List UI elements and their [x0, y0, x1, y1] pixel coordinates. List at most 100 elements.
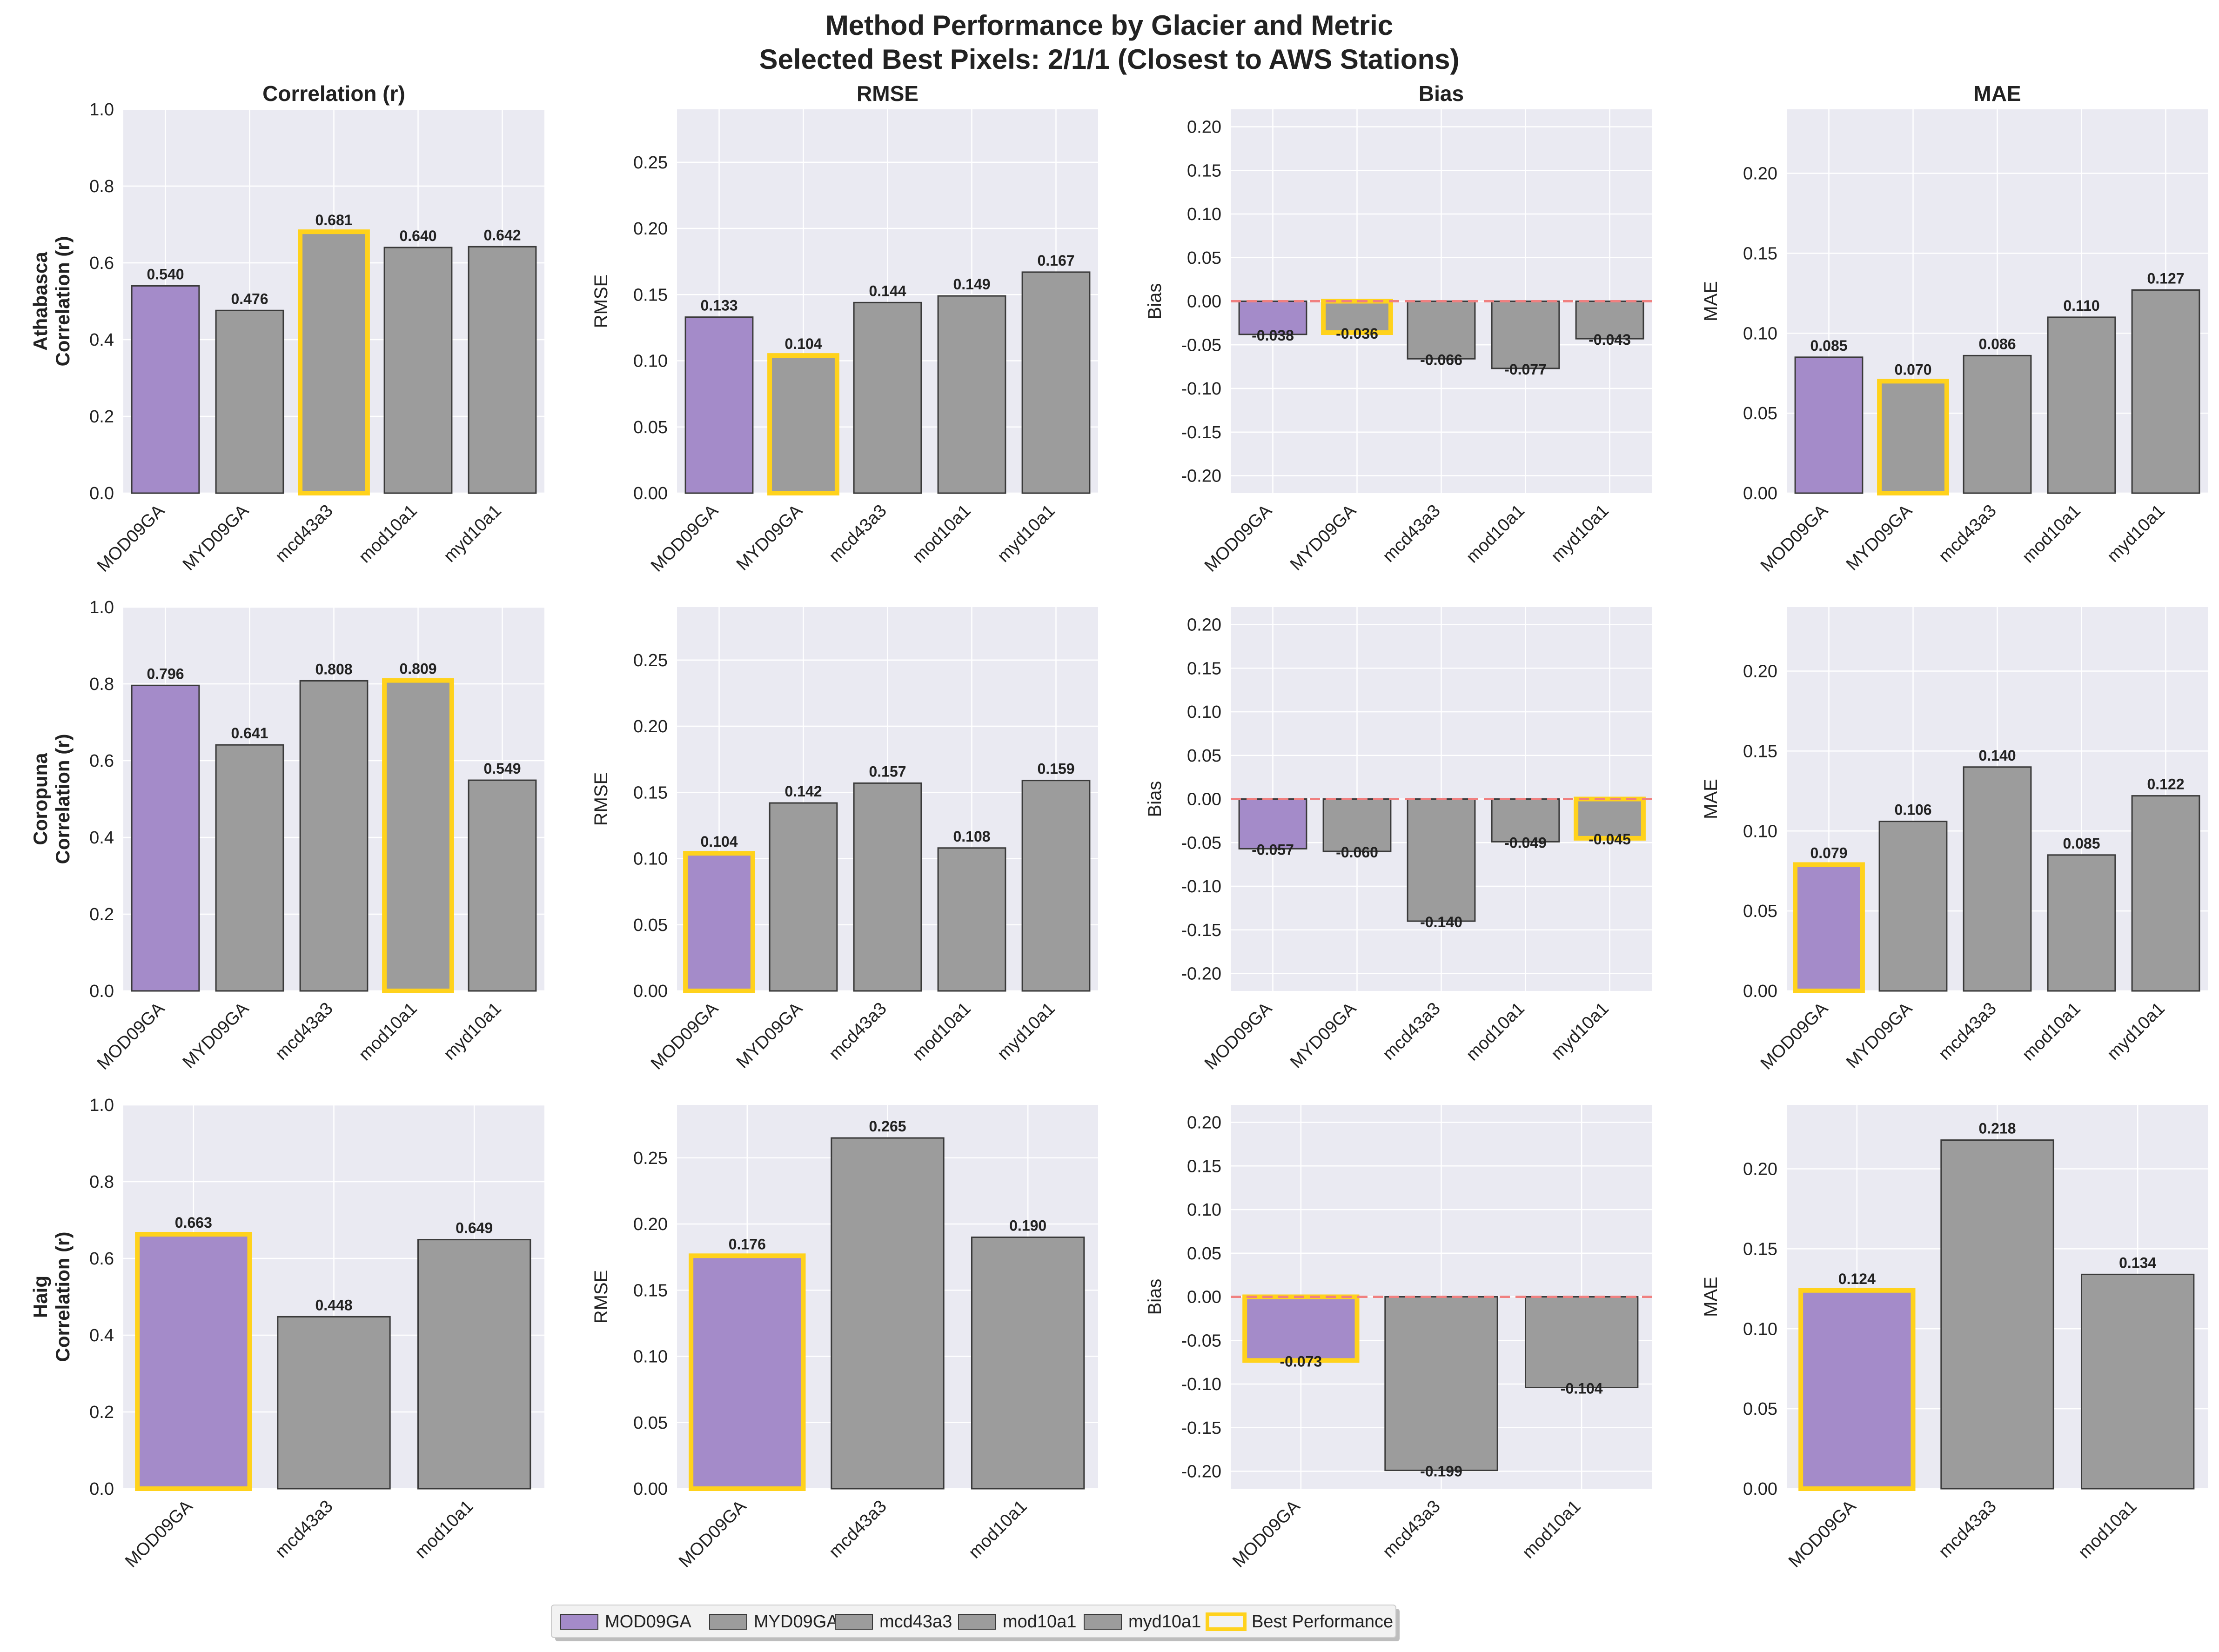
panel-r1c2-ytick-2: -0.10 — [1181, 877, 1221, 896]
panel-r1c3-ytick-3: 0.15 — [1743, 742, 1777, 761]
panel-r2c2-ytick-5: 0.05 — [1187, 1244, 1221, 1264]
panel-r1c1-ytick-5: 0.25 — [633, 651, 668, 670]
panel-r2c2-ytick-7: 0.15 — [1187, 1157, 1221, 1176]
panel-r1c3-value-label-mcd43a3: 0.140 — [1978, 747, 2016, 764]
panel-r2c1-ytick-5: 0.25 — [633, 1149, 668, 1168]
panel-r1c1-value-label-mcd43a3: 0.157 — [869, 763, 906, 780]
panel-r2c0-ytick-1: 0.2 — [89, 1403, 114, 1422]
panel-r2c2-value-label-mcd43a3: -0.199 — [1420, 1463, 1462, 1480]
panel-r1c1-value-label-myd10a1: 0.159 — [1037, 761, 1074, 777]
panel-r0c3-ytick-4: 0.20 — [1743, 164, 1777, 184]
panel-r2c2-value-label-MOD09GA: -0.073 — [1280, 1353, 1322, 1370]
panel-r1c2-ytick-0: -0.20 — [1181, 964, 1221, 984]
panel-r0c3-value-label-myd10a1: 0.127 — [2147, 270, 2184, 287]
panel-r2c3-ytick-3: 0.15 — [1743, 1239, 1777, 1259]
panel-r1c1-value-label-MYD09GA: 0.142 — [784, 783, 822, 800]
panel-r0c1-title: RMSE — [857, 81, 918, 106]
panel-r0c2-bar-mod10a1 — [1491, 301, 1560, 369]
panel-r2c3-ytick-1: 0.05 — [1743, 1399, 1777, 1419]
panel-r0c0-ytick-5: 1.0 — [89, 100, 114, 120]
panel-r0c0-ytick-4: 0.8 — [89, 177, 114, 196]
panel-r0c0-value-label-mcd43a3: 0.681 — [315, 212, 352, 228]
panel-r0c0-bar-myd10a1 — [468, 246, 537, 494]
figure-title-line2: Selected Best Pixels: 2/1/1 (Closest to … — [759, 44, 1460, 75]
panel-r0c2-value-label-mod10a1: -0.077 — [1504, 361, 1547, 378]
panel-r1c0-ytick-3: 0.6 — [89, 751, 114, 771]
panel-r1c3-bar-mcd43a3 — [1963, 766, 2032, 992]
panel-r0c0-ylabel-line-1: Correlation (r) — [52, 236, 74, 366]
panel-r1c2-bar-mod10a1 — [1491, 798, 1560, 843]
panel-r1c1-ytick-4: 0.20 — [633, 717, 668, 736]
panel-r0c3-ylabel: MAE — [1701, 281, 1721, 321]
panel-r0c1-ytick-2: 0.10 — [633, 352, 668, 371]
panel-r1c2-ytick-8: 0.20 — [1187, 615, 1221, 635]
panel-r2c3-bar-mcd43a3 — [1940, 1139, 2054, 1490]
panel-r0c1-ylabel-line-0: RMSE — [591, 274, 611, 328]
panel-r0c3-value-label-MOD09GA: 0.085 — [1810, 337, 1847, 354]
panel-r0c3-value-label-mcd43a3: 0.086 — [1978, 335, 2016, 352]
panel-r2c2-bar-MOD09GA — [1242, 1294, 1360, 1363]
panel-r2c0-ytick-3: 0.6 — [89, 1249, 114, 1269]
panel-r0c1-bar-MYD09GA — [767, 353, 839, 495]
panel-r0c0-bar-MYD09GA — [215, 309, 284, 494]
panel-r1c3-value-label-myd10a1: 0.122 — [2147, 776, 2184, 793]
panel-r1c1-ytick-0: 0.00 — [633, 982, 668, 1001]
panel-r2c2-ytick-6: 0.10 — [1187, 1200, 1221, 1220]
panel-r0c1-value-label-MOD09GA: 0.133 — [700, 297, 737, 314]
panel-r2c0-value-label-MOD09GA: 0.663 — [175, 1214, 212, 1231]
panel-r2c1-value-label-MOD09GA: 0.176 — [729, 1236, 766, 1252]
panel-r2c1-ytick-0: 0.00 — [633, 1479, 668, 1499]
panel-r1c0-bar-MOD09GA — [131, 684, 200, 992]
panel-r2c1-ytick-4: 0.20 — [633, 1215, 668, 1234]
panel-r0c1-value-label-mod10a1: 0.149 — [953, 276, 990, 293]
panel-r2c1-ytick-2: 0.10 — [633, 1347, 668, 1367]
panel-r1c3-ytick-0: 0.00 — [1743, 982, 1777, 1001]
panel-r2c0-ytick-0: 0.0 — [89, 1479, 114, 1499]
panel-r1c1-ytick-3: 0.15 — [633, 783, 668, 803]
panel-r1c1-ylabel: RMSE — [591, 772, 611, 826]
panel-r1c1-bar-MOD09GA — [683, 851, 755, 993]
panel-r1c2-bar-myd10a1 — [1574, 796, 1646, 841]
panel-r0c2-bar-MOD09GA — [1238, 301, 1307, 335]
panel-r1c0-bar-mod10a1 — [382, 678, 454, 993]
panel-r0c2-ytick-3: -0.05 — [1181, 335, 1221, 355]
legend-label-1: MYD09GA — [754, 1612, 838, 1632]
panel-r1c3-value-label-MOD09GA: 0.079 — [1810, 844, 1847, 861]
panel-r0c0-ytick-2: 0.4 — [89, 330, 114, 350]
legend-swatch-2 — [835, 1614, 873, 1630]
panel-r0c3-ytick-3: 0.15 — [1743, 244, 1777, 263]
legend-label-2: mcd43a3 — [879, 1612, 952, 1632]
panel-r1c0-ytick-2: 0.4 — [89, 828, 114, 848]
panel-r1c0-value-label-mod10a1: 0.809 — [399, 661, 436, 677]
panel-r2c3-ytick-4: 0.20 — [1743, 1160, 1777, 1179]
panel-r0c2-ytick-6: 0.10 — [1187, 205, 1221, 224]
panel-r0c0-value-label-MOD09GA: 0.540 — [147, 266, 184, 283]
panel-r0c2-bar-myd10a1 — [1575, 301, 1644, 340]
panel-r0c0-bar-MOD09GA — [131, 285, 200, 494]
panel-r1c3-ylabel-line-0: MAE — [1701, 779, 1721, 819]
panel-r2c0-value-label-mod10a1: 0.649 — [456, 1220, 493, 1237]
panel-r2c3-ylabel: MAE — [1701, 1277, 1721, 1317]
panel-r0c2-bar-mcd43a3 — [1407, 301, 1476, 360]
panel-r1c0-value-label-MYD09GA: 0.641 — [231, 725, 268, 742]
panel-r1c3-bar-mod10a1 — [2047, 854, 2116, 992]
panel-r0c3-ytick-0: 0.00 — [1743, 484, 1777, 503]
panel-r2c2-ytick-8: 0.20 — [1187, 1113, 1221, 1133]
panel-r0c3-title: MAE — [1973, 81, 2021, 106]
panel-r0c1: 0.133 0.104 0.144 0.149 0.167 0.00 0.05 0.10 0.1… — [591, 81, 1098, 576]
panel-r2c2-value-label-mod10a1: -0.104 — [1561, 1380, 1603, 1397]
panel-r0c1-bar-mod10a1 — [937, 295, 1006, 494]
panel-r2c0-ytick-4: 0.8 — [89, 1172, 114, 1192]
panel-r2c1-bar-mod10a1 — [971, 1236, 1085, 1490]
figure-title-line1: Method Performance by Glacier and Metric — [825, 10, 1393, 41]
panel-r2c1-ytick-1: 0.05 — [633, 1413, 668, 1433]
panel-r0c1-ytick-4: 0.20 — [633, 219, 668, 239]
panel-r2c3-bar-mod10a1 — [2081, 1273, 2195, 1490]
legend-label-0: MOD09GA — [605, 1612, 691, 1632]
panel-r1c1-bar-mcd43a3 — [853, 782, 922, 992]
panel-r1c2-ytick-7: 0.15 — [1187, 659, 1221, 678]
panel-r0c2-ytick-5: 0.05 — [1187, 248, 1221, 268]
panel-r1c2-value-label-mod10a1: -0.049 — [1504, 834, 1547, 851]
panel-r0c3-ytick-2: 0.10 — [1743, 324, 1777, 343]
